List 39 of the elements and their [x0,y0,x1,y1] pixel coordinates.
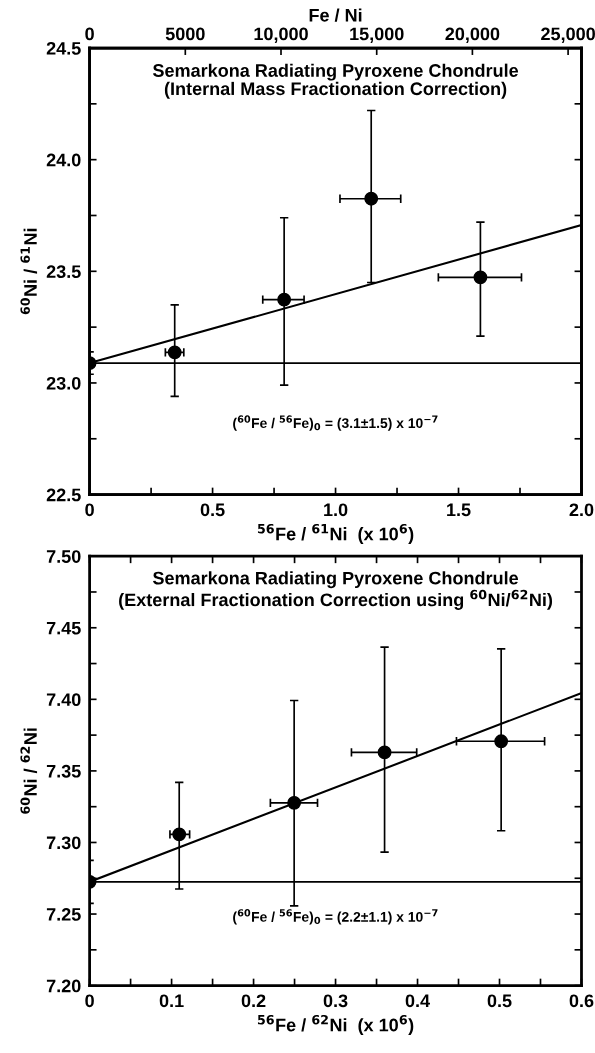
y-tick-label: 7.50 [46,550,81,563]
y-tick-label: 24.5 [46,41,81,55]
annotation: ($^{60}$Fe / $^{56}$Fe)$_{0}$ = (2.2±1.1) x 10$^{−7}$ [233,909,438,925]
x-tick-label: 0.5 [487,994,512,1008]
x-tick-label: 0.3 [323,994,348,1008]
y-tick-label: 7.45 [46,621,81,635]
x-tick-label: 2.0 [569,503,594,517]
y-tick-label: 22.5 [46,488,81,502]
y-tick-label: 7.40 [46,693,81,707]
annotation: ($^{60}$Fe / $^{56}$Fe)$_{0}$ = (3.1±1.5) x 10$^{−7}$ [233,415,438,431]
text: Semarkona Radiating Pyroxene Chondrule (External Fractionation Correction using $^{60}$Ni/$^{62}$Ni) [119,571,553,610]
x-tick-label: 0.1 [159,994,184,1008]
x-tick-label: 0 [85,503,94,517]
y-tick-label: 7.20 [46,979,81,993]
y-tick-label: 7.30 [46,836,81,850]
x-tick-label: 0.4 [405,994,430,1008]
y-tick-label: 7.35 [46,764,81,778]
x-tick-label: 0 [85,994,94,1008]
x-axis-title: $^{56}$Fe / $^{62}$Ni (x 10$^{6}$) [257,1014,414,1035]
y-tick-label: 7.25 [46,907,81,921]
x-axis-title: $^{56}$Fe / $^{61}$Ni (x 10$^{6}$) [257,523,414,544]
x-tick-label: 0.5 [200,503,225,517]
y-tick-label: 23.5 [46,265,81,279]
x2-axis-title: Fe / Ni [309,8,362,22]
y-tick-label: 24.0 [46,153,81,167]
x2-tick-label: 10,000 [254,27,308,43]
x-tick-label: 0.6 [569,994,594,1008]
y-tick-label: 23.0 [46,376,81,390]
x-tick-label: 1.5 [447,503,471,517]
y-axis-title: $^{60}$Ni / $^{62}$Ni [20,728,38,814]
x-tick-label: 0.2 [241,994,266,1008]
y-axis-title: $^{60}$Ni / $^{61}$Ni [20,228,38,315]
x2-tick-label: 0 [85,27,94,41]
text: Semarkona Radiating Pyroxene Chondrule (Internal Mass Fractionation Correction) [152,63,519,99]
x2-tick-label: 25,000 [541,27,595,43]
x2-tick-label: 15,000 [350,27,404,43]
x-tick-label: 1.0 [324,503,348,517]
x2-tick-label: 20,000 [445,27,500,43]
x2-tick-label: 5000 [165,27,205,41]
